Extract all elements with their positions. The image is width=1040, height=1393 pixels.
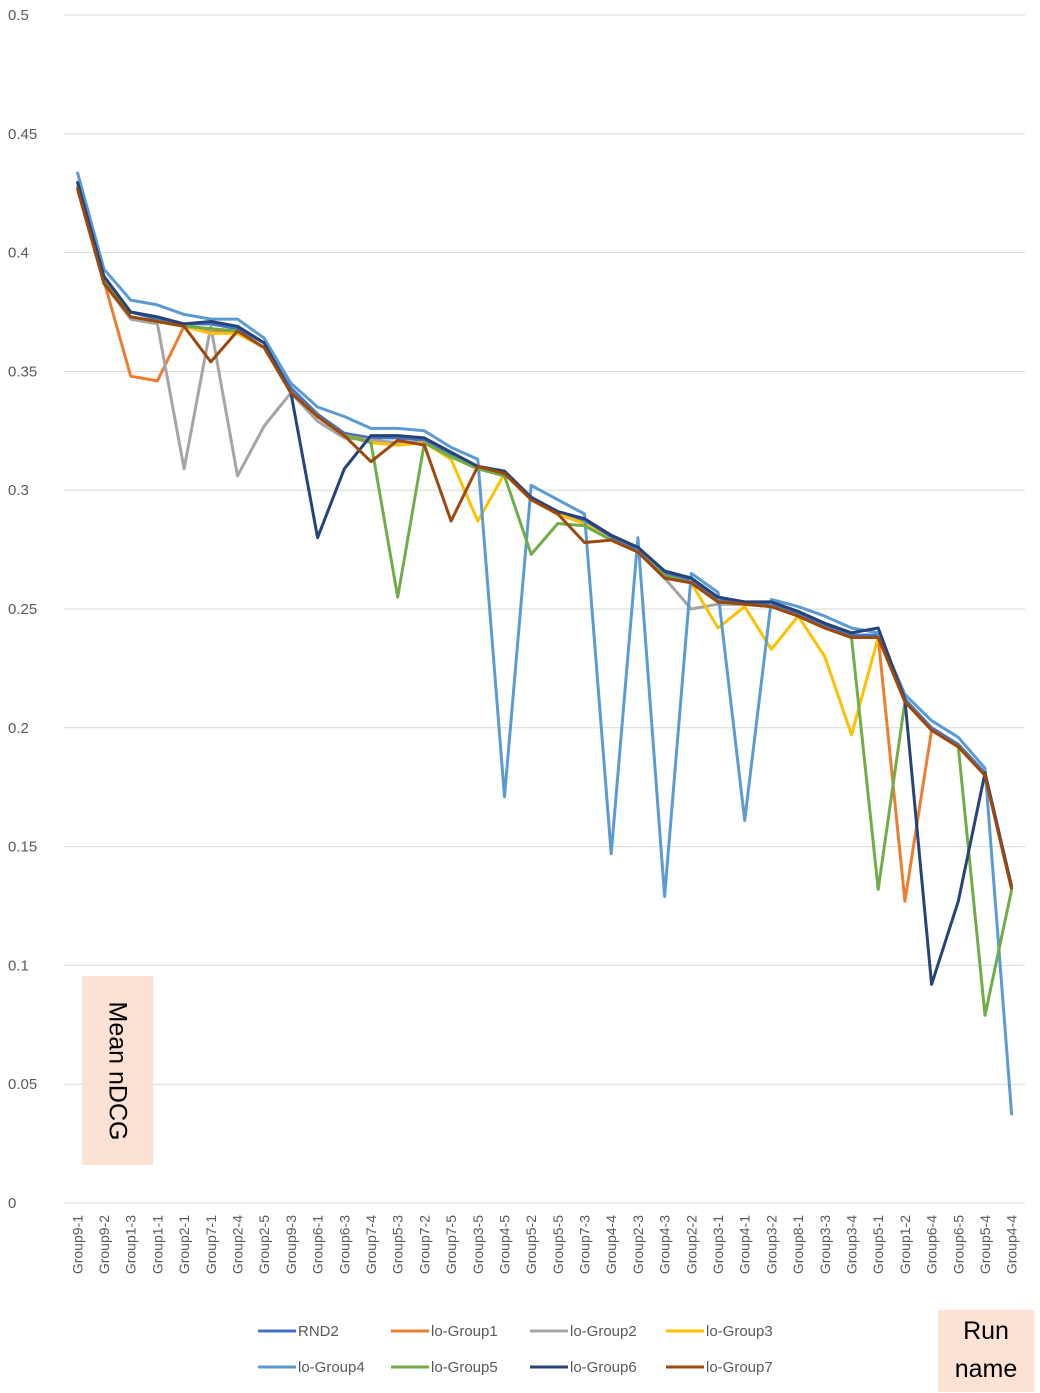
x-tick-label: Group1-2 (897, 1215, 913, 1274)
x-tick-label: Group5-2 (523, 1215, 539, 1274)
x-tick-label: Group8-1 (790, 1215, 806, 1274)
y-axis-label-box (82, 976, 153, 1165)
y-tick-label: 0.25 (8, 601, 37, 618)
x-tick-label: Group7-3 (577, 1215, 593, 1274)
y-tick-label: 0.05 (8, 1076, 37, 1093)
x-axis-label-line2: name (954, 1355, 1018, 1383)
legend-label: lo-Group5 (431, 1359, 498, 1376)
legend-label: lo-Group4 (298, 1359, 365, 1376)
x-tick-label: Group5-1 (870, 1215, 886, 1274)
y-tick-label: 0 (8, 1195, 16, 1212)
x-tick-label: Group2-1 (176, 1215, 192, 1274)
x-tick-label: Group6-3 (336, 1215, 352, 1274)
x-tick-label: Group7-5 (443, 1215, 459, 1274)
series-line-lo-group1 (75, 185, 1014, 903)
series-line-lo-group6 (75, 180, 1014, 986)
series-line-lo-group5 (75, 185, 1014, 1017)
x-tick-label: Group2-4 (230, 1215, 246, 1274)
legend-label: lo-Group3 (706, 1323, 773, 1340)
legend-label: lo-Group2 (570, 1323, 637, 1340)
gridlines (64, 14, 1025, 1204)
y-tick-label: 0.35 (8, 363, 37, 380)
x-tick-label: Group5-5 (550, 1215, 566, 1274)
x-tick-label: Group9-2 (96, 1215, 112, 1274)
legend-label: lo-Group1 (431, 1323, 498, 1340)
series-line-rnd2 (75, 180, 1014, 888)
y-tick-label: 0.45 (8, 126, 37, 143)
y-tick-labels: 0 0.05 0.1 0.15 0.2 0.25 0.3 0.35 0.4 0.45 0.5 (8, 7, 37, 1212)
y-tick-label: 0.2 (8, 720, 29, 737)
legend-label: lo-Group6 (570, 1359, 637, 1376)
x-tick-label: Group1-3 (123, 1215, 139, 1274)
x-tick-label: Group2-3 (630, 1215, 646, 1274)
x-tick-label: Group3-1 (710, 1215, 726, 1274)
x-tick-label: Group7-2 (416, 1215, 432, 1274)
x-tick-label: Group4-3 (657, 1215, 673, 1274)
x-tick-label: Group4-1 (737, 1215, 753, 1274)
legend-label: lo-Group7 (706, 1359, 773, 1376)
series-line-lo-group4 (75, 171, 1014, 1116)
x-tick-label: Group9-3 (283, 1215, 299, 1274)
x-tick-label: Group6-5 (950, 1215, 966, 1274)
y-tick-label: 0.5 (8, 7, 29, 24)
legend: RND2 lo-Group1 lo-Group2 lo-Group3 lo-Group4… (258, 1323, 773, 1376)
y-tick-label: 0.15 (8, 839, 37, 856)
x-tick-label: Group2-5 (256, 1215, 272, 1274)
x-tick-label: Group6-4 (924, 1215, 940, 1274)
x-tick-label: Group4-4 (603, 1215, 619, 1274)
legend-label: RND2 (298, 1323, 339, 1340)
x-tick-label: Group4-4 (1004, 1215, 1020, 1274)
x-tick-label: Group6-1 (310, 1215, 326, 1274)
x-tick-label: Group3-4 (843, 1215, 859, 1274)
x-axis-label-box: Run name (938, 1310, 1034, 1392)
x-tick-label: Group9-1 (69, 1215, 85, 1274)
x-tick-label: Group5-4 (977, 1215, 993, 1274)
x-tick-label: Group3-5 (470, 1215, 486, 1274)
x-tick-labels: Group9-1 Group9-2 Group1-3 Group1-1 Group2-1… (69, 1215, 1019, 1274)
series-lines (75, 171, 1014, 1116)
x-axis-label-line1: Run (963, 1317, 1009, 1345)
series-line-lo-group7 (75, 187, 1014, 890)
x-tick-label: Group2-2 (683, 1215, 699, 1274)
y-tick-label: 0.1 (8, 957, 29, 974)
x-tick-label: Group7-1 (203, 1215, 219, 1274)
y-tick-label: 0.3 (8, 482, 29, 499)
x-tick-label: Group7-4 (363, 1215, 379, 1274)
x-tick-label: Group3-3 (817, 1215, 833, 1274)
x-tick-label: Group5-3 (390, 1215, 406, 1274)
x-tick-label: Group1-1 (149, 1215, 165, 1274)
x-tick-label: Group3-2 (763, 1215, 779, 1274)
y-tick-label: 0.4 (8, 245, 29, 262)
y-axis-label: Mean nDCG (103, 1001, 132, 1141)
x-tick-label: Group4-5 (496, 1215, 512, 1274)
